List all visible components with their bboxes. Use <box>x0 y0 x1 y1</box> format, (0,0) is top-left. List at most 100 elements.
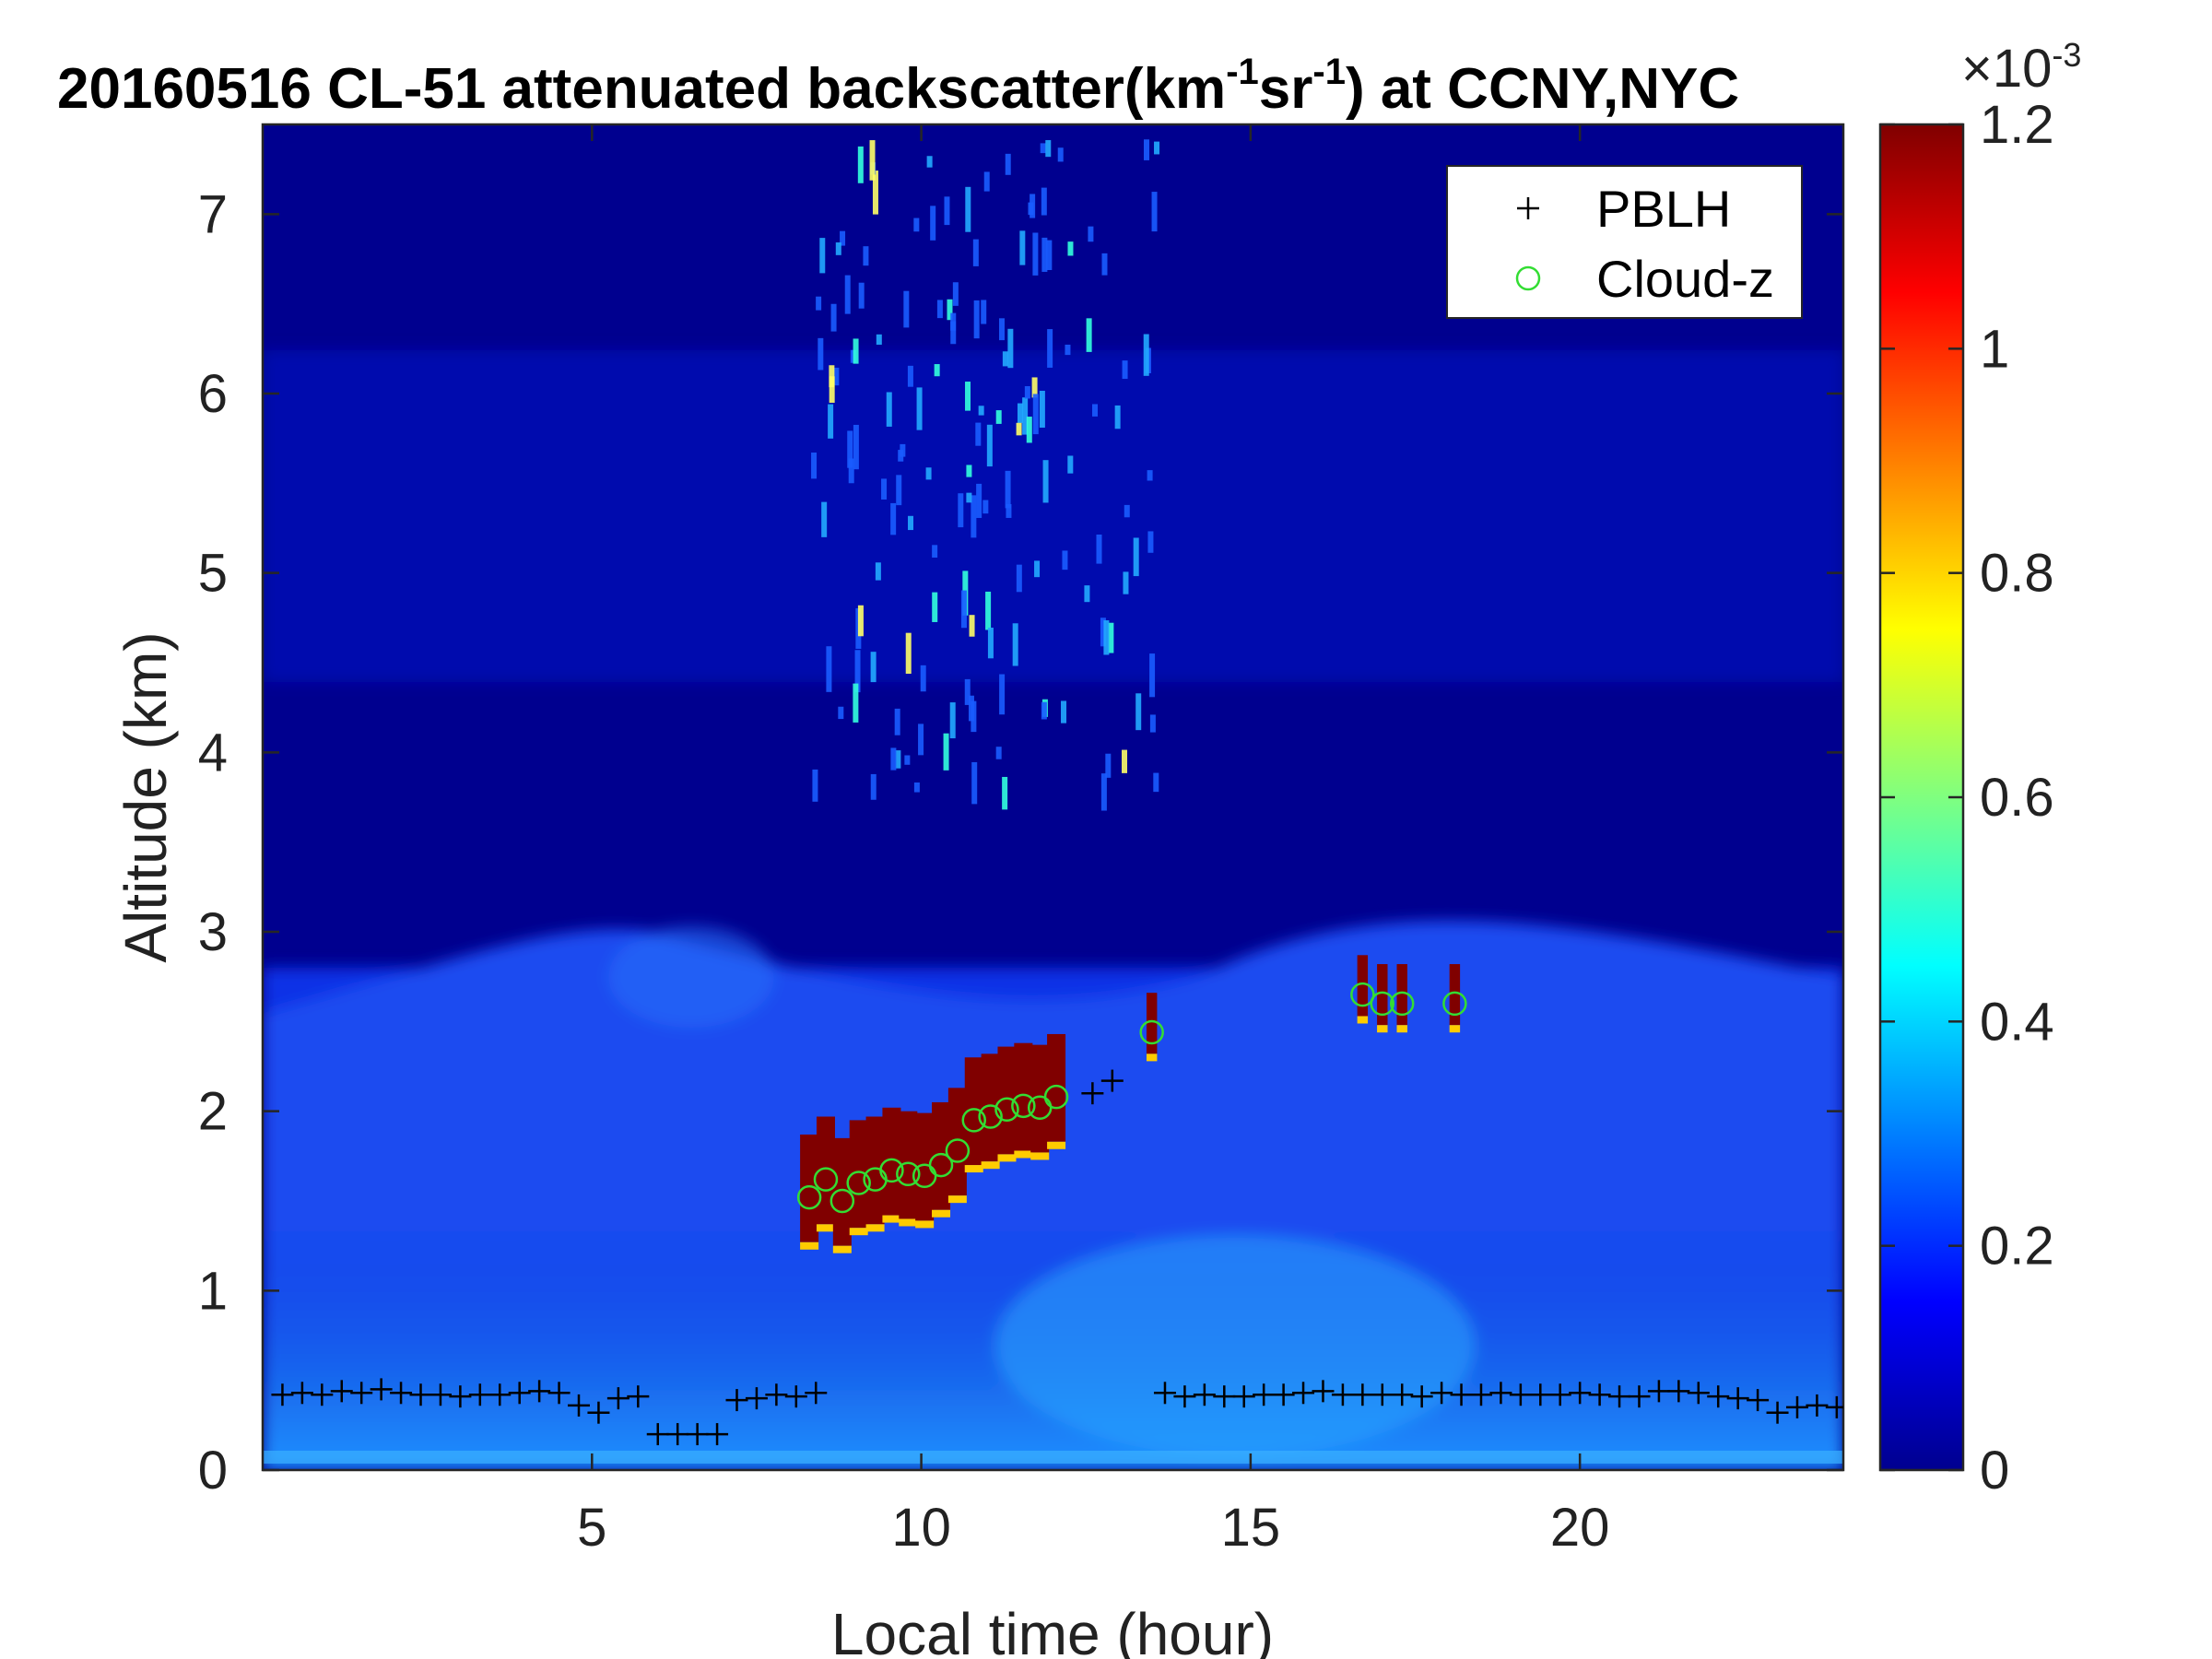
cirrus-streak <box>906 633 912 674</box>
y-tick-label: 6 <box>198 364 228 424</box>
cloud-cell-edge <box>948 1195 967 1203</box>
cloud-cell-edge <box>915 1220 934 1228</box>
cirrus-streak <box>935 364 940 376</box>
colorbar-tick-label: 1.2 <box>1980 95 2054 155</box>
cirrus-streak <box>971 762 977 804</box>
cirrus-streak <box>853 425 859 469</box>
cirrus-streak <box>1087 318 1092 352</box>
cirrus-streak <box>819 238 825 273</box>
cirrus-streak <box>944 196 949 225</box>
cirrus-streak <box>999 675 1005 715</box>
cirrus-streak <box>979 406 984 415</box>
cirrus-streak <box>1135 693 1141 730</box>
y-tick-label: 5 <box>198 544 228 604</box>
x-tick-label: 15 <box>1221 1498 1281 1558</box>
cirrus-streak <box>1123 360 1128 379</box>
cirrus-streak <box>836 242 841 255</box>
cloud-cell-edge <box>899 1218 917 1226</box>
cirrus-streak <box>1002 777 1007 809</box>
cirrus-streak <box>853 684 858 723</box>
cirrus-streak <box>1013 623 1018 665</box>
cirrus-streak <box>859 283 865 309</box>
cirrus-streak <box>1061 700 1066 723</box>
cloud-cell-edge <box>982 1161 1000 1169</box>
cirrus-streak <box>1154 142 1159 155</box>
x-tick-label: 10 <box>891 1498 951 1558</box>
cirrus-streak <box>895 709 900 735</box>
cloud-cell-edge <box>882 1216 900 1223</box>
cirrus-streak <box>1043 460 1049 502</box>
cirrus-streak <box>877 335 882 345</box>
cirrus-streak <box>996 747 1002 759</box>
cirrus-streak <box>898 450 903 462</box>
cloud-cell-edge <box>817 1224 835 1231</box>
cirrus-streak <box>1101 773 1107 810</box>
cloud-cell-edge <box>932 1210 950 1218</box>
cirrus-streak <box>1147 470 1153 480</box>
cirrus-streak <box>1006 471 1011 509</box>
cirrus-streak <box>1045 140 1051 157</box>
cloud-cell <box>1450 964 1460 1025</box>
legend: PBLH Cloud-z <box>1447 166 1802 318</box>
cirrus-streak <box>1149 653 1155 697</box>
cirrus-streak <box>1006 154 1011 175</box>
cloud-cell-edge <box>1030 1152 1049 1159</box>
cirrus-streak <box>1134 537 1139 576</box>
cirrus-streak <box>982 500 988 514</box>
cloud-cell-edge <box>866 1224 885 1231</box>
cirrus-streak <box>969 696 974 722</box>
cirrus-streak <box>828 405 833 439</box>
cirrus-streak <box>927 156 933 167</box>
cirrus-streak <box>1041 238 1047 272</box>
cirrus-streak <box>876 562 881 580</box>
cirrus-streak <box>918 724 924 755</box>
cloud-cell-edge <box>997 1154 1016 1161</box>
cirrus-streak <box>853 338 859 363</box>
cirrus-streak <box>1144 139 1149 160</box>
cirrus-streak <box>987 425 993 466</box>
cirrus-streak <box>970 615 975 637</box>
cirrus-streak <box>973 240 979 266</box>
cirrus-streak <box>847 430 853 467</box>
cirrus-streak <box>958 493 963 527</box>
cirrus-streak <box>1115 406 1121 429</box>
cirrus-streak <box>908 366 913 387</box>
cirrus-streak <box>1041 143 1046 153</box>
cirrus-streak <box>1017 565 1022 593</box>
upper-aerosol-layer <box>263 350 1843 682</box>
cirrus-streak <box>1124 505 1130 517</box>
surface-strip <box>263 1451 1843 1464</box>
cirrus-streak <box>1041 188 1047 216</box>
cloud-cell-edge <box>1450 1025 1460 1032</box>
cirrus-streak <box>1101 253 1107 276</box>
cirrus-streak <box>984 171 990 191</box>
cirrus-streak <box>953 282 959 306</box>
x-tick-label: 20 <box>1550 1498 1610 1558</box>
cirrus-streak <box>1153 773 1159 793</box>
cirrus-streak <box>996 410 1002 424</box>
cirrus-streak <box>1062 550 1067 570</box>
cirrus-streak <box>1105 754 1111 778</box>
cloud-cell-edge <box>1358 1016 1368 1023</box>
cirrus-streak <box>1027 417 1032 442</box>
cirrus-streak <box>1018 404 1023 423</box>
cirrus-streak <box>1017 423 1022 436</box>
cirrus-streak <box>1058 147 1064 161</box>
colorbar-tick-label: 1 <box>1980 319 2009 379</box>
cirrus-streak <box>858 606 864 637</box>
cirrus-streak <box>904 756 910 765</box>
cirrus-streak <box>1040 391 1045 428</box>
cirrus-streak <box>1007 329 1013 368</box>
cirrus-streak <box>1084 585 1089 602</box>
cirrus-streak <box>988 628 994 658</box>
colorbar-exponent: ×10-3 <box>1961 36 2081 99</box>
cirrus-streak <box>921 665 926 691</box>
cloud-cell-edge <box>833 1246 852 1253</box>
cirrus-streak <box>926 467 932 479</box>
cirrus-streak <box>1103 620 1109 654</box>
cirrus-streak <box>1019 230 1025 265</box>
cirrus-streak <box>863 246 868 265</box>
cloud-cell-edge <box>1147 1053 1157 1061</box>
cirrus-streak <box>974 300 980 338</box>
cirrus-streak <box>985 592 991 629</box>
